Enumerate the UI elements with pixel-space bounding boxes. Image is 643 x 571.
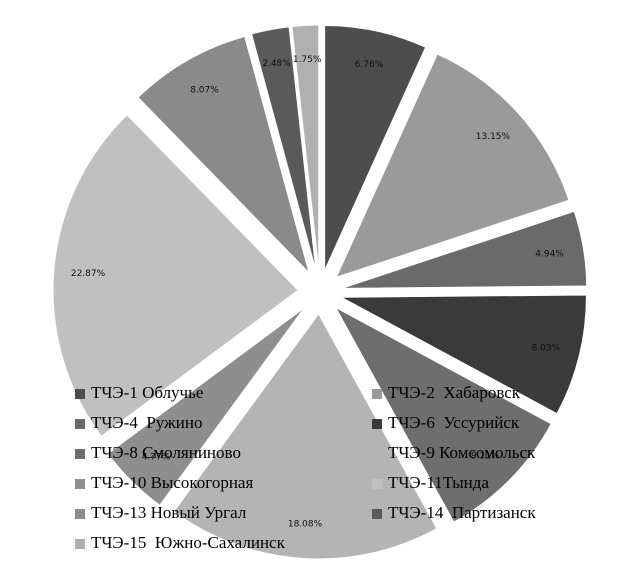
legend-entry: ТЧЭ-11Тында: [388, 473, 489, 492]
legend-entry: ТЧЭ-14 Партизанск: [388, 503, 536, 522]
legend-entry: ТЧЭ-4 Ружино: [91, 413, 203, 432]
data-label: 4.94%: [535, 249, 564, 259]
legend-swatch: [372, 389, 382, 399]
data-label: 2.48%: [262, 59, 291, 69]
data-label: 4.77%: [142, 453, 171, 463]
pie-slice: [52, 114, 299, 438]
legend-swatch: [372, 509, 382, 519]
pie-slice: [250, 26, 317, 271]
legend-entry: ТЧЭ-2 Хабаровск: [388, 383, 521, 402]
data-label: 13.15%: [476, 132, 511, 142]
legend-entry: ТЧЭ-10 Высокогорная: [91, 473, 253, 492]
data-label: 9.11%: [471, 451, 500, 461]
legend-entry: ТЧЭ-1 Облучье: [91, 383, 203, 402]
data-label: 18.08%: [288, 520, 323, 530]
data-label: 8.07%: [190, 85, 219, 95]
legend-swatch: [75, 419, 85, 429]
legend-entry: ТЧЭ-6 Уссурийск: [388, 413, 520, 432]
legend-swatch: [372, 449, 382, 459]
legend-swatch: [75, 479, 85, 489]
data-label: 1.75%: [293, 55, 322, 65]
pie-slice: [137, 35, 311, 275]
legend-swatch: [372, 419, 382, 429]
legend-entry: ТЧЭ-13 Новый Ургал: [91, 503, 247, 522]
pie-slice: [334, 306, 552, 523]
data-label: 6.76%: [355, 60, 384, 70]
legend-entry: ТЧЭ-8 Смоляниново: [91, 443, 241, 462]
pie-slice: [341, 294, 587, 415]
legend-swatch: [75, 389, 85, 399]
legend-entry: ТЧЭ-9 Комсомольск: [388, 443, 536, 462]
pie-slice: [173, 313, 438, 560]
pie-slice: [324, 24, 427, 271]
data-label: 8.03%: [532, 343, 561, 353]
legend-swatch: [75, 539, 85, 549]
pie-slice: [291, 24, 320, 271]
legend-swatch: [372, 479, 382, 489]
legend-swatch: [75, 449, 85, 459]
pie-slice: [107, 307, 305, 506]
legend-swatch: [75, 509, 85, 519]
pie-slice: [335, 53, 570, 279]
pie-slice: [341, 210, 588, 289]
legend-entry: ТЧЭ-15 Южно-Сахалинск: [91, 533, 286, 552]
data-label: 22.87%: [71, 269, 106, 279]
